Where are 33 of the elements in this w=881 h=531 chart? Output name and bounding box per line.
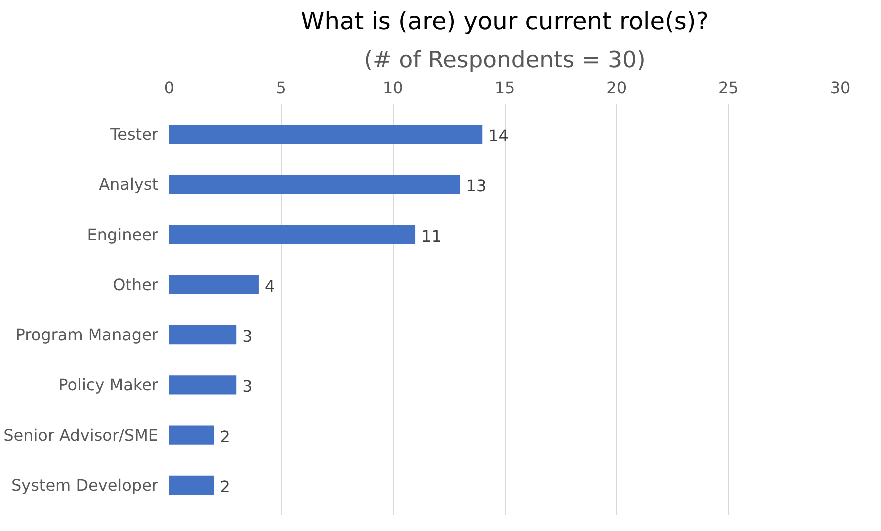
bar [170,426,214,445]
data-label: 4 [264,276,276,296]
y-tick-label: Other [113,275,159,294]
x-tick-label: 30 [830,78,851,98]
bar [170,376,237,395]
x-tick-label: 20 [606,78,628,98]
data-label: 2 [220,477,230,496]
y-tick-label: Policy Maker [58,376,159,395]
data-label: 3 [242,377,253,396]
data-label: 3 [242,327,253,346]
data-label: 13 [466,176,487,196]
x-tick-label: 5 [276,78,286,98]
chart-subtitle: (# of Respondents = 30) [364,48,646,74]
x-tick-label: 15 [494,78,516,98]
y-tick-label: Analyst [99,175,159,194]
bar [170,476,214,495]
bar [170,275,259,294]
bar [170,326,237,345]
x-tick-label: 10 [382,78,404,98]
bar [170,125,483,144]
x-tick-label: 25 [718,78,739,98]
bar [170,175,460,194]
y-tick-label: System Developer [11,476,159,495]
y-tick-label: Engineer [87,225,159,244]
data-label: 11 [422,226,442,246]
y-tick-label: Senior Advisor/SME [4,426,158,445]
x-tick-label: 0 [164,78,175,98]
data-label: 2 [220,427,230,446]
y-tick-label: Program Manager [16,326,159,345]
data-label: 14 [488,126,509,146]
bar [170,225,416,244]
y-tick-label: Tester [110,125,159,144]
chart-title: What is (are) your current role(s)? [301,8,709,36]
